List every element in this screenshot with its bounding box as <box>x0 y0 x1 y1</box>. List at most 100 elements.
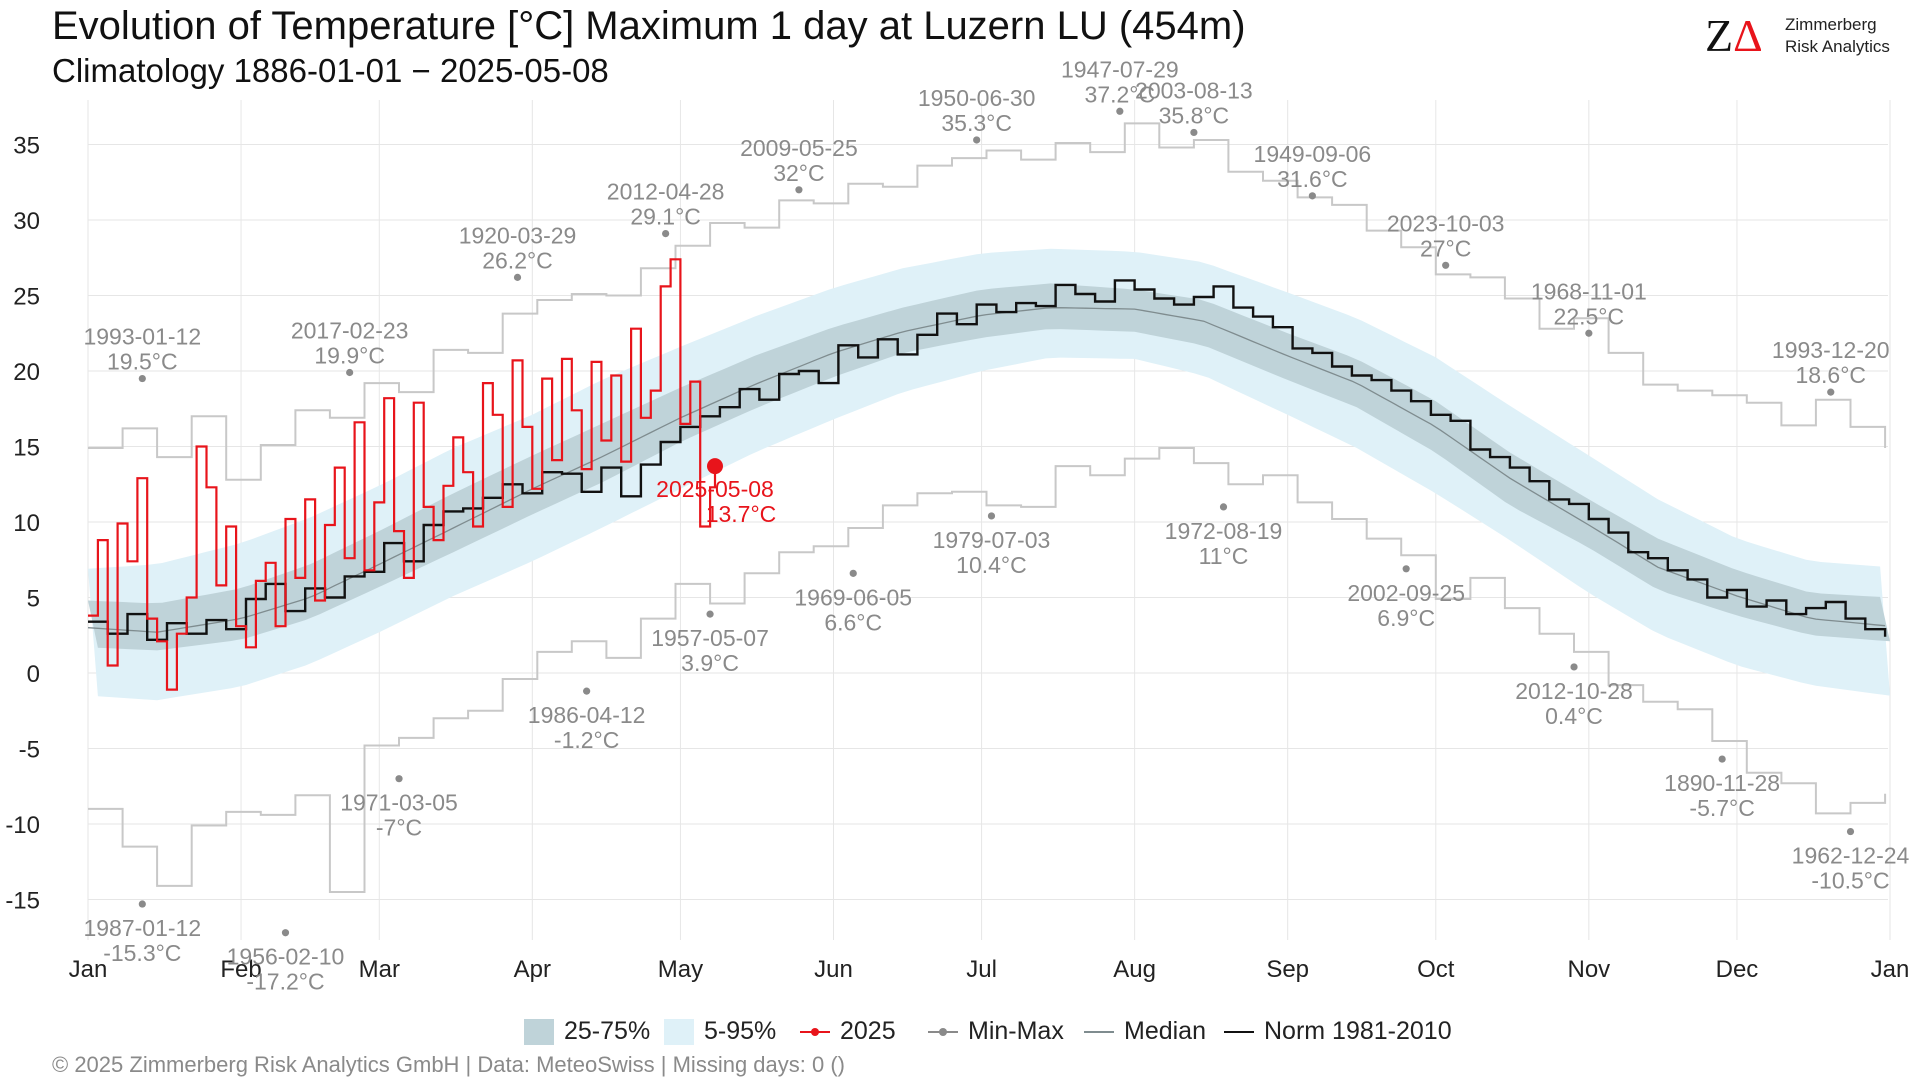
record-max-label-date: 2003-08-13 <box>1135 77 1253 103</box>
record-min-line <box>88 447 1887 893</box>
x-tick-label: Nov <box>1568 956 1611 983</box>
record-min-label-value: -10.5°C <box>1811 868 1889 894</box>
chart-footer: © 2025 Zimmerberg Risk Analytics GmbH | … <box>52 1052 845 1077</box>
record-min-label-date: 1987-01-12 <box>83 915 201 941</box>
record-max-label-date: 2017-02-23 <box>291 318 409 344</box>
record-max-label-point <box>346 368 354 377</box>
record-max-label-value: 35.3°C <box>941 110 1012 136</box>
record-max-label-value: 26.2°C <box>482 247 553 273</box>
legend-key-current_year <box>800 1019 830 1045</box>
x-tick-label: Apr <box>514 956 551 983</box>
record-min-label-point <box>395 775 403 783</box>
y-tick-label: 30 <box>13 208 40 235</box>
y-tick-label: 5 <box>27 586 40 613</box>
record-max-label-date: 1949-09-06 <box>1254 141 1372 167</box>
record-min-label-value: 10.4°C <box>956 552 1027 578</box>
record-max-label-point <box>513 273 522 281</box>
record-min-label-date: 1986-04-12 <box>528 702 646 728</box>
record-max-label-value: 18.6°C <box>1795 362 1866 388</box>
record-min-label-date: 1972-08-19 <box>1165 518 1283 544</box>
y-tick-label: 25 <box>13 284 40 311</box>
record-max-label-point <box>1116 107 1124 115</box>
logo-delta: Δ <box>1733 10 1763 61</box>
y-tick-label: 20 <box>13 359 40 386</box>
logo-z: Z <box>1705 10 1734 61</box>
legend-label: 2025 <box>840 1017 896 1045</box>
logo-line1: Zimmerberg <box>1785 15 1877 34</box>
y-tick-label: -5 <box>19 737 40 764</box>
x-tick-label: Feb <box>220 956 261 983</box>
x-tick-label: Jul <box>966 956 997 983</box>
x-tick-label: Dec <box>1716 956 1759 983</box>
legend-key-band_5_95 <box>664 1019 694 1045</box>
record-min-label-date: 2002-09-25 <box>1347 580 1465 606</box>
record-max-label-value: 35.8°C <box>1159 102 1230 128</box>
record-max-label-point <box>1827 388 1835 396</box>
legend-key-norm <box>1224 1019 1254 1045</box>
legend-label: Norm 1981-2010 <box>1264 1017 1452 1045</box>
x-tick-label: Jan <box>69 956 108 983</box>
record-min-label-date: 1971-03-05 <box>340 790 458 816</box>
record-max-label-point <box>662 229 670 238</box>
record-min-label-point <box>1718 755 1726 763</box>
median-line <box>87 307 1886 633</box>
record-min-label-value: -15.3°C <box>103 940 181 966</box>
record-min-label-point <box>281 929 290 937</box>
record-max-label-value: 37.2°C <box>1085 81 1156 107</box>
chart-subtitle: Climatology 1886-01-01 − 2025-05-08 <box>52 52 609 89</box>
record-min-label-value: 0.4°C <box>1545 703 1603 729</box>
record-min-label-date: 1962-12-24 <box>1792 843 1910 869</box>
record-min-label-value: 3.9°C <box>681 650 739 676</box>
record-max-label-point <box>1442 261 1450 269</box>
y-tick-label: 10 <box>13 510 40 537</box>
x-tick-label: Oct <box>1417 956 1455 983</box>
y-tick-label: -15 <box>5 888 40 915</box>
record-max-label-date: 1947-07-29 <box>1061 56 1179 82</box>
record-min-label-date: 2012-10-28 <box>1515 678 1633 704</box>
brand-logo: ZΔ Zimmerberg Risk Analytics <box>1705 10 1905 62</box>
record-min-label-value: -7°C <box>376 815 422 841</box>
x-tick-label: Jun <box>814 956 853 983</box>
record-min-label-date: 1979-07-03 <box>933 527 1051 553</box>
x-tick-label: Sep <box>1266 956 1309 983</box>
record-min-label-date: 1957-05-07 <box>651 625 769 651</box>
logo-mark-icon: ZΔ <box>1705 10 1763 61</box>
x-tick-label: May <box>658 956 703 983</box>
record-min-label-point <box>138 900 146 908</box>
band-5-95 <box>88 248 1890 701</box>
current-day-point <box>706 458 723 475</box>
y-tick-label: -10 <box>5 812 40 839</box>
norm-1981-2010-line <box>88 279 1887 641</box>
x-tick-label: Aug <box>1113 956 1156 983</box>
legend-key-minmax <box>928 1019 958 1045</box>
record-max-label-date: 1968-11-01 <box>1531 278 1647 304</box>
legend-label: Min-Max <box>968 1017 1064 1045</box>
record-min-label-date: 1890-11-28 <box>1664 770 1780 796</box>
record-min-label-point <box>1402 565 1410 573</box>
record-min-label-value: 11°C <box>1199 543 1249 569</box>
legend-label: Median <box>1124 1017 1206 1045</box>
record-max-label-date: 1950-06-30 <box>918 85 1036 111</box>
record-min-label-date: 1969-06-05 <box>794 584 912 610</box>
record-max-label-value: 22.5°C <box>1554 303 1625 329</box>
record-max-label-point <box>1190 128 1198 137</box>
x-tick-label: Mar <box>359 956 400 983</box>
record-max-label-value: 27°C <box>1420 235 1471 261</box>
record-max-label-value: 31.6°C <box>1277 166 1348 192</box>
y-tick-label: 15 <box>13 435 40 462</box>
record-max-label-value: 29.1°C <box>630 204 701 230</box>
record-max-label-date: 2023-10-03 <box>1387 210 1505 236</box>
legend-label: 25-75% <box>564 1017 651 1045</box>
record-max-line <box>88 122 1887 481</box>
record-max-label-value: 19.9°C <box>314 343 385 369</box>
record-min-label-point <box>1570 663 1578 671</box>
record-max-label-date: 1920-03-29 <box>459 222 577 248</box>
legend-label: 5-95% <box>704 1017 777 1045</box>
y-tick-label: 35 <box>13 133 40 160</box>
record-max-label-point <box>1585 329 1593 337</box>
current-day-date: 2025-05-08 <box>656 476 774 502</box>
x-tick-label: Jan <box>1871 956 1910 983</box>
record-min-label-point <box>706 610 714 618</box>
record-min-label-point <box>849 569 857 577</box>
record-min-label-point <box>987 512 996 520</box>
